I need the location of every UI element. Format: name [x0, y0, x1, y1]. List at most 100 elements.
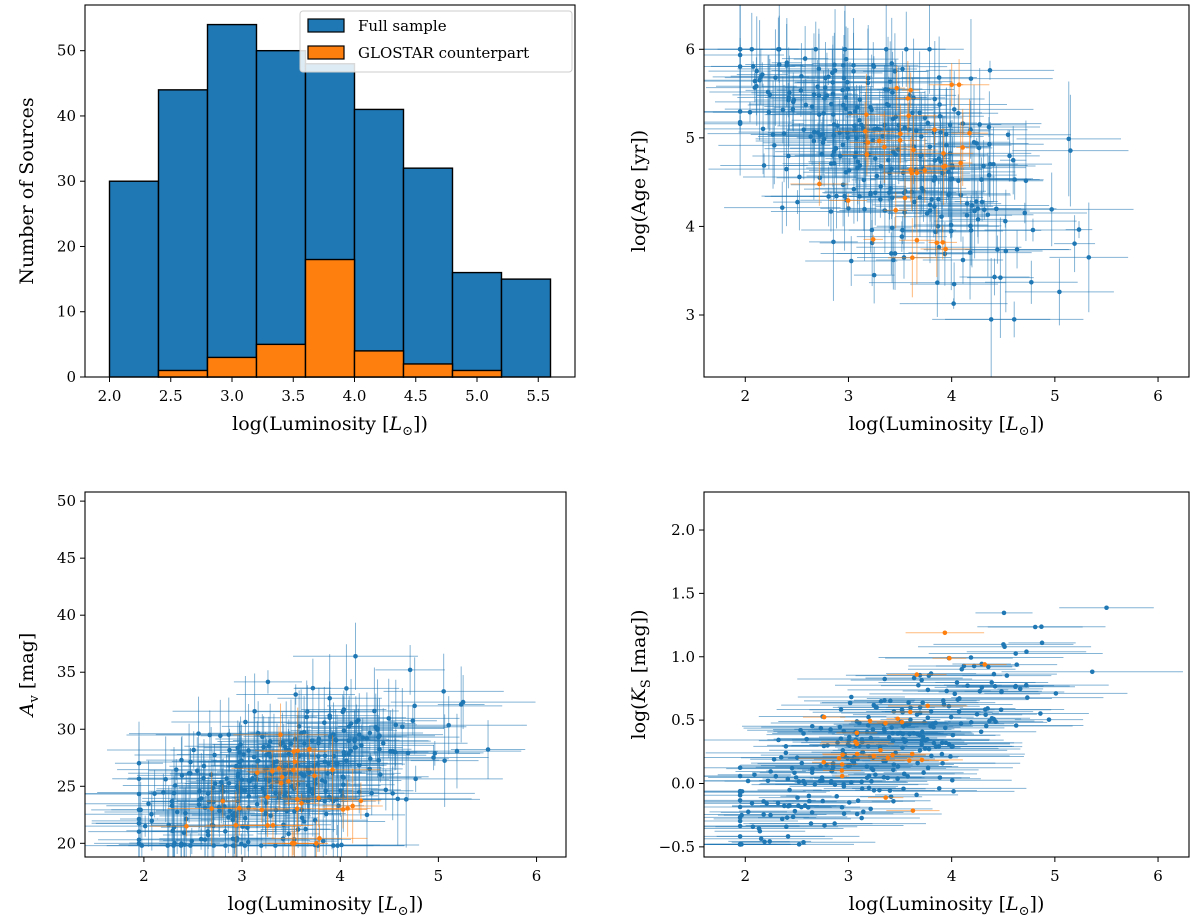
full-sample-point: [791, 97, 797, 103]
full-sample-point: [795, 795, 800, 800]
x-axis-label-symbol: L: [389, 413, 403, 435]
full-sample-point: [268, 813, 273, 818]
full-sample-point: [1004, 673, 1010, 678]
glostar-bar: [353, 350, 405, 378]
full-sample-point: [367, 766, 373, 772]
glostar-point: [316, 795, 321, 801]
full-sample-point: [431, 755, 436, 760]
full-sample-point: [999, 689, 1004, 695]
full-sample-point: [976, 145, 982, 151]
full-sample-point: [765, 778, 771, 784]
full-sample-point: [1076, 227, 1082, 232]
glostar-point: [960, 145, 966, 150]
full-sample-point: [803, 102, 809, 108]
glostar-point: [883, 795, 889, 800]
full-sample-point: [206, 799, 212, 805]
full-sample-point: [857, 194, 862, 199]
full-sample-point: [796, 779, 802, 784]
full-sample-point: [1086, 255, 1092, 260]
full-sample-point: [918, 153, 923, 159]
full-sample-point: [968, 655, 974, 660]
full-sample-point: [810, 766, 815, 772]
full-sample-point: [181, 830, 187, 836]
full-sample-point: [252, 709, 257, 714]
x-tick-label: 3.5: [281, 387, 305, 405]
full-sample-point: [796, 803, 801, 809]
full-sample-point: [882, 728, 887, 734]
glostar-point: [821, 714, 827, 720]
full-sample-point: [848, 780, 854, 785]
full-sample-point: [798, 728, 803, 733]
full-sample-point: [265, 679, 271, 685]
full-sample-point: [974, 711, 980, 717]
full-sample-point: [968, 228, 974, 233]
glostar-point: [307, 746, 312, 752]
full-sample-point: [812, 782, 818, 787]
full-sample-point: [801, 731, 806, 736]
full-sample-point: [846, 206, 851, 211]
full-sample-point: [794, 755, 800, 761]
full-sample-point: [846, 734, 852, 740]
full-sample-point: [847, 700, 853, 706]
full-sample-point: [1068, 148, 1073, 153]
glostar-point: [865, 140, 871, 145]
full-sample-point: [305, 783, 311, 788]
glostar-point: [340, 807, 346, 812]
full-sample-point: [890, 730, 895, 736]
full-sample-point: [233, 763, 239, 769]
full-sample-point: [872, 127, 877, 132]
full-sample-point: [737, 765, 743, 771]
full-sample-point: [866, 714, 871, 720]
full-sample-point: [273, 790, 278, 796]
full-sample-point: [139, 843, 145, 848]
full-sample-point: [816, 112, 822, 117]
y-tick-label: 1.0: [671, 648, 695, 666]
full-sample-point: [959, 666, 965, 672]
full-sample-point: [944, 142, 949, 148]
full-sample-point: [845, 135, 850, 141]
full-sample-point: [928, 671, 934, 676]
full-sample-point: [851, 63, 856, 68]
full-sample-point: [925, 715, 931, 721]
full-sample-point: [320, 838, 326, 844]
x-axis-label-text: log(Luminosity [: [232, 413, 389, 435]
glostar-point: [906, 113, 912, 119]
full-sample-point: [917, 195, 923, 200]
full-sample-point: [943, 131, 949, 137]
age-luminosity-panel: 2 3 4 5 6 3 4 5 6 log(Luminosity [L⊙]) log(Age [yr…: [628, 4, 1190, 439]
full-sample-point: [834, 193, 839, 199]
legend-full-sample-swatch: [307, 18, 345, 33]
full-sample-point: [931, 724, 936, 730]
full-sample-point: [161, 790, 166, 795]
full-sample-point: [341, 749, 347, 755]
full-sample-point: [1023, 178, 1029, 184]
full-sample-point: [745, 809, 751, 815]
full-sample-point: [756, 826, 762, 831]
glostar-point: [295, 748, 301, 754]
full-sample-point: [284, 808, 290, 814]
full-sample-point: [929, 197, 934, 202]
x-axis-label-symbol: L: [384, 893, 398, 915]
full-sample-point: [245, 825, 250, 830]
full-sample-point: [356, 762, 362, 768]
full-sample-point: [786, 153, 791, 159]
glostar-points: [817, 82, 972, 261]
full-sample-point: [932, 158, 938, 163]
full-sample-point: [354, 719, 359, 725]
glostar-point: [265, 823, 270, 828]
full-sample-point: [1024, 649, 1029, 655]
full-sample-point: [986, 124, 992, 130]
full-sample-point: [987, 141, 992, 147]
full-sample-point: [242, 815, 248, 821]
full-sample-point: [937, 102, 942, 107]
full-sample-point: [952, 691, 958, 697]
x-tick-label: 5: [1050, 387, 1060, 405]
full-sample-point: [890, 738, 896, 744]
glostar-points: [184, 732, 364, 846]
full-sample-point: [1003, 248, 1009, 254]
full-sample-point: [403, 797, 409, 802]
full-sample-point: [745, 778, 751, 784]
full-sample-point: [1013, 723, 1019, 728]
full-sample-point: [781, 131, 787, 136]
full-sample-point: [939, 740, 945, 746]
